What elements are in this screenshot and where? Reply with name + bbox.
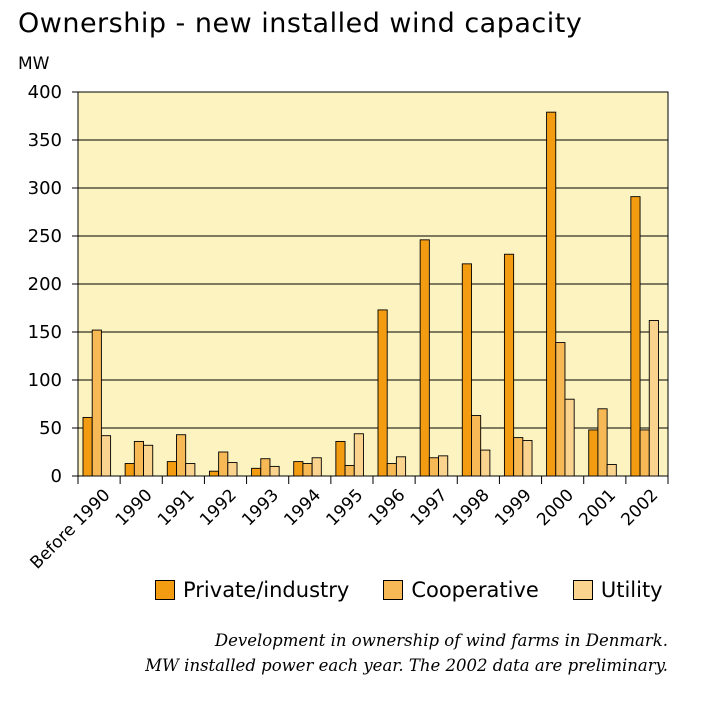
legend-swatch-private-industry [155, 580, 175, 600]
bar-cooperative [91, 329, 102, 477]
x-tick-label: 2000 [533, 485, 578, 530]
bar-private-industry [82, 416, 93, 477]
bar-private-industry [419, 239, 430, 477]
bar-utility [311, 457, 322, 477]
y-tick-label: 150 [28, 322, 62, 343]
chart-title: Ownership - new installed wind capacity [18, 8, 583, 39]
bar-private-industry [461, 263, 472, 477]
bar-utility [395, 456, 407, 477]
bar-cooperative [344, 464, 355, 477]
bar-cooperative [218, 451, 229, 477]
bar-cooperative [471, 415, 482, 477]
bar-cooperative [176, 434, 187, 477]
legend-item-private-industry: Private/industry [155, 578, 349, 602]
y-tick-label: 350 [28, 130, 62, 151]
bar-utility [353, 433, 364, 477]
bar-cooperative [555, 342, 566, 477]
caption: Development in ownership of wind farms i… [145, 628, 668, 678]
x-tick-label: 1998 [449, 485, 494, 530]
bar-cooperative [302, 463, 313, 477]
caption-line-2: MW installed power each year. The 2002 d… [145, 656, 668, 675]
bar-cooperative [639, 429, 650, 477]
x-tick-label: 1992 [196, 485, 241, 530]
bar-private-industry [335, 440, 346, 477]
x-tick-label: 2001 [575, 485, 620, 530]
bar-utility [648, 320, 659, 477]
bar-private-industry [124, 463, 135, 477]
bar-utility [480, 449, 491, 477]
bar-private-industry [546, 111, 557, 477]
bar-private-industry [630, 196, 641, 477]
bar-private-industry [503, 253, 515, 477]
caption-line-1: Development in ownership of wind farms i… [214, 631, 668, 650]
bar-private-industry [588, 429, 599, 477]
bar-utility [185, 463, 196, 477]
bar-utility [564, 398, 575, 477]
bar-cooperative [428, 457, 439, 477]
bar-utility [522, 440, 533, 477]
bar-utility [143, 444, 154, 477]
y-axis-unit-label: MW [18, 54, 50, 74]
bar-private-industry [166, 461, 177, 477]
bar-cooperative [133, 440, 144, 477]
bar-cooperative [386, 463, 397, 477]
x-tick-label: 1990 [112, 485, 157, 530]
x-tick-label: 1995 [323, 485, 368, 530]
y-tick-label: 300 [28, 178, 62, 199]
x-tick-label: 1996 [365, 485, 410, 530]
legend-swatch-cooperative [383, 580, 404, 600]
legend-label-utility: Utility [600, 578, 663, 602]
legend-item-utility: Utility [572, 578, 663, 602]
bar-utility [438, 455, 449, 477]
y-tick-label: 400 [28, 82, 62, 103]
x-tick-label: 1999 [491, 485, 536, 530]
legend: Private/industry Cooperative Utility [155, 578, 697, 602]
bar-utility [269, 465, 280, 477]
x-tick-label: 1991 [154, 485, 199, 530]
bar-cooperative [513, 437, 524, 477]
x-tick-label: 1993 [238, 485, 283, 530]
bar-cooperative [260, 458, 271, 477]
legend-item-cooperative: Cooperative [383, 578, 539, 602]
legend-label-cooperative: Cooperative [411, 578, 539, 602]
y-tick-label: 250 [28, 226, 62, 247]
legend-swatch-utility [572, 580, 593, 600]
bar-utility [606, 464, 617, 477]
bar-cooperative [597, 408, 608, 477]
x-tick-label: 1994 [280, 485, 325, 530]
bar-private-industry [251, 467, 262, 477]
x-tick-label: 1997 [407, 485, 452, 530]
bar-private-industry [377, 309, 388, 477]
bar-private-industry [208, 470, 220, 477]
y-tick-label: 200 [28, 274, 62, 295]
y-tick-label: 50 [39, 418, 62, 439]
y-tick-label: 0 [51, 466, 62, 487]
bar-utility [227, 462, 238, 477]
bar-utility [100, 435, 112, 477]
y-tick-label: 100 [28, 370, 62, 391]
x-tick-label: 2002 [618, 485, 663, 530]
x-tick-label: Before 1990 [27, 485, 115, 573]
bar-private-industry [293, 461, 304, 477]
legend-label-private-industry: Private/industry [183, 578, 350, 602]
